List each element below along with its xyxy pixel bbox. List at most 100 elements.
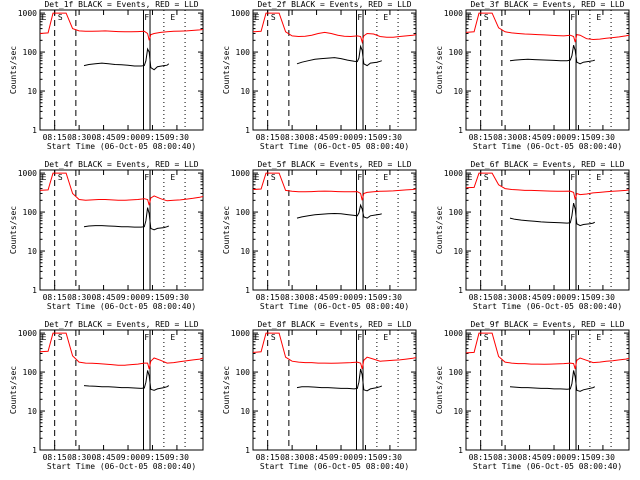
interval-marker-label: S [58,173,63,182]
y-tick-label: 1 [458,126,463,135]
y-tick-label: 100 [23,48,38,57]
events-series-line [83,47,170,71]
lld-series-line [39,172,204,206]
x-tick-label: 09:15 [566,293,590,302]
chart-title: Det_7f BLACK = Events, RED = LLD [44,320,198,329]
chart-title: Det_3f BLACK = Events, RED = LLD [470,0,624,9]
x-tick-label: 09:30 [591,293,615,302]
y-tick-label: 1 [458,286,463,295]
y-tick-label: 1000 [444,9,463,18]
interval-marker-label: S [271,173,276,182]
plot-frame [465,9,630,131]
x-tick-label: 09:30 [591,453,615,462]
x-tick-label: 09:15 [353,453,377,462]
x-tick-label: 09:15 [353,293,377,302]
plot-frame [39,169,204,291]
chart-panel: Det_3f BLACK = Events, RED = LLD 1 10 100 10… [435,0,630,151]
x-tick-label: 09:15 [353,133,377,142]
chart-panel: Det_7f BLACK = Events, RED = LLD 1 10 100 10… [9,320,204,471]
y-tick-label: 1000 [18,329,37,338]
x-axis-label: Start Time (06-Oct-05 08:00:40) [260,462,409,471]
events-series-line [296,44,382,67]
x-axis-label: Start Time (06-Oct-05 08:00:40) [47,142,196,151]
y-tick-label: 10 [453,407,463,416]
y-tick-label: 1 [32,446,37,455]
y-axis-label: Counts/sec [222,366,231,414]
x-tick-label: 08:15 [469,133,493,142]
y-tick-label: 1000 [231,329,250,338]
y-tick-label: 1 [32,126,37,135]
x-tick-label: 09:00 [329,293,353,302]
chart-panel: Det_1f BLACK = Events, RED = LLD 1 10 100 10… [9,0,204,151]
x-tick-label: 08:15 [256,453,280,462]
lld-series-line [465,12,630,43]
x-tick-label: 09:00 [116,293,140,302]
x-tick-label: 08:15 [43,453,67,462]
lld-series-line [465,332,630,370]
x-tick-label: 08:30 [67,453,91,462]
interval-marker-label: S [484,333,489,342]
interval-marker-label: S [271,333,276,342]
y-tick-label: 100 [449,48,464,57]
chart-title: Det_5f BLACK = Events, RED = LLD [257,160,411,169]
x-tick-label: 09:00 [116,453,140,462]
interval-marker-label: F [357,13,362,22]
interval-marker-label: E [468,173,473,182]
x-tick-label: 09:00 [116,133,140,142]
y-tick-label: 1 [32,286,37,295]
x-tick-label: 09:00 [329,453,353,462]
interval-marker-label: F [144,173,149,182]
interval-marker-label: S [58,13,63,22]
y-tick-label: 1 [458,446,463,455]
plot-frame [252,9,417,131]
chart-title: Det_1f BLACK = Events, RED = LLD [44,0,198,9]
x-tick-label: 09:30 [165,453,189,462]
interval-marker-label: E [42,173,47,182]
events-series-line [83,370,170,391]
lld-series-line [252,172,417,201]
x-axis-label: Start Time (06-Oct-05 08:00:40) [473,302,622,311]
interval-marker-label: E [42,333,47,342]
y-tick-label: 10 [27,407,37,416]
y-tick-label: 10 [453,247,463,256]
events-series-line [296,203,382,219]
y-tick-label: 10 [453,87,463,96]
interval-marker-label: E [383,333,388,342]
chart-panel: Det_5f BLACK = Events, RED = LLD 1 10 100 10… [222,160,417,311]
x-tick-label: 09:00 [542,293,566,302]
x-tick-label: 09:00 [542,133,566,142]
x-tick-label: 08:15 [43,133,67,142]
interval-marker-label: E [170,13,175,22]
chart-panel: Det_6f BLACK = Events, RED = LLD 1 10 100 10… [435,160,630,311]
interval-marker-label: E [468,333,473,342]
chart-panel: Det_8f BLACK = Events, RED = LLD 1 10 100 10… [222,320,417,471]
x-tick-label: 09:30 [378,453,402,462]
interval-marker-label: E [170,173,175,182]
interval-marker-label: E [596,13,601,22]
x-axis-label: Start Time (06-Oct-05 08:00:40) [260,302,409,311]
y-tick-label: 1 [245,446,250,455]
interval-marker-label: E [255,333,260,342]
y-tick-label: 1000 [231,9,250,18]
chart-title: Det_6f BLACK = Events, RED = LLD [470,160,624,169]
y-axis-label: Counts/sec [222,46,231,94]
y-tick-label: 100 [23,368,38,377]
x-tick-label: 09:15 [140,133,164,142]
y-axis-label: Counts/sec [9,206,18,254]
interval-marker-label: S [484,13,489,22]
x-tick-label: 09:30 [378,133,402,142]
x-tick-label: 08:45 [518,133,542,142]
y-axis-label: Counts/sec [435,206,444,254]
plot-frame [465,329,630,451]
x-axis-label: Start Time (06-Oct-05 08:00:40) [473,142,622,151]
x-tick-label: 08:45 [305,453,329,462]
interval-marker-label: E [255,173,260,182]
plot-frame [252,329,417,451]
x-tick-label: 08:30 [493,293,517,302]
x-tick-label: 08:30 [493,133,517,142]
events-series-line [509,370,596,392]
events-series-line [509,45,595,65]
interval-marker-label: F [144,13,149,22]
lld-series-line [252,332,417,370]
x-tick-label: 09:15 [566,453,590,462]
